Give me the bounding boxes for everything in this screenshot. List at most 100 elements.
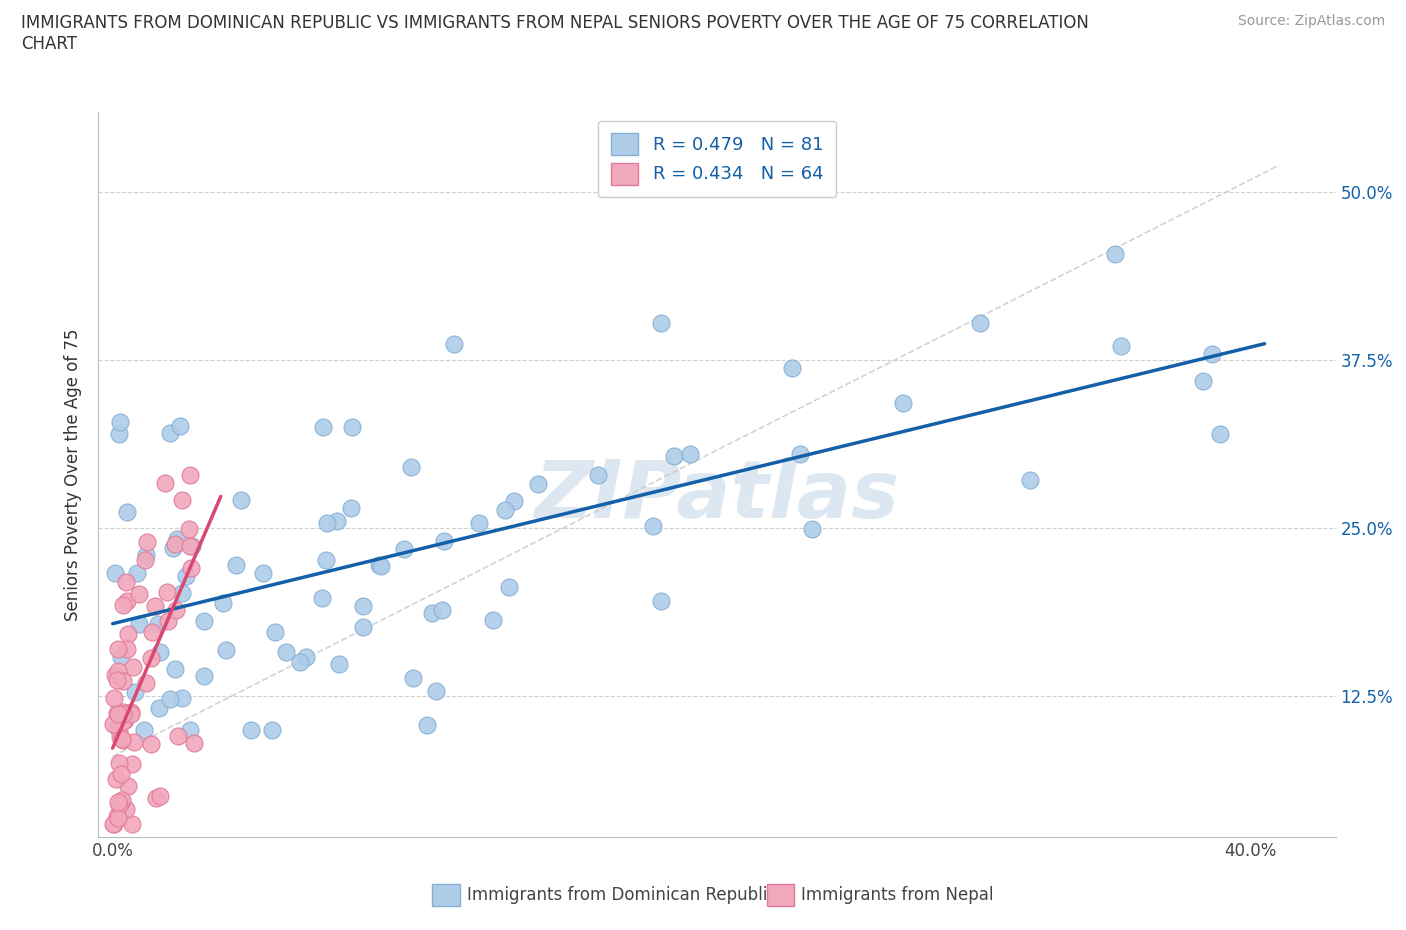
Point bbox=[420, 605, 443, 620]
Point bbox=[103, 691, 125, 706]
Point bbox=[263, 625, 285, 640]
Point bbox=[288, 655, 311, 670]
Point bbox=[111, 707, 134, 722]
Point bbox=[120, 705, 142, 720]
Point bbox=[108, 427, 131, 442]
Point bbox=[107, 642, 129, 657]
Point bbox=[165, 603, 187, 618]
Text: Immigrants from Nepal: Immigrants from Nepal bbox=[801, 886, 994, 904]
Point bbox=[128, 587, 150, 602]
Point bbox=[370, 558, 392, 573]
Point bbox=[311, 591, 333, 605]
Point bbox=[166, 728, 188, 743]
Point bbox=[643, 518, 665, 533]
Point bbox=[162, 540, 184, 555]
Point bbox=[156, 585, 179, 600]
Point bbox=[141, 737, 163, 751]
Point bbox=[165, 537, 187, 551]
Point bbox=[527, 476, 550, 491]
Point bbox=[494, 502, 516, 517]
Point bbox=[425, 684, 447, 698]
Text: CHART: CHART bbox=[21, 35, 77, 53]
Point bbox=[135, 675, 157, 690]
Point bbox=[183, 736, 205, 751]
Point bbox=[392, 541, 415, 556]
Legend: R = 0.479   N = 81, R = 0.434   N = 64: R = 0.479 N = 81, R = 0.434 N = 64 bbox=[599, 121, 835, 197]
Point bbox=[252, 565, 274, 580]
Point bbox=[170, 690, 193, 705]
Point bbox=[1201, 347, 1223, 362]
Point bbox=[443, 337, 465, 352]
Point bbox=[134, 552, 156, 567]
Point bbox=[159, 425, 181, 440]
Point bbox=[105, 808, 128, 823]
Point bbox=[149, 644, 172, 659]
Point bbox=[662, 448, 685, 463]
Point bbox=[800, 522, 823, 537]
Point bbox=[170, 585, 193, 600]
Point bbox=[969, 315, 991, 330]
Point bbox=[104, 668, 127, 683]
Point bbox=[789, 447, 811, 462]
Point bbox=[121, 660, 143, 675]
Point bbox=[352, 619, 374, 634]
Point bbox=[120, 707, 142, 722]
Point bbox=[112, 713, 135, 728]
Point bbox=[891, 395, 914, 410]
Point bbox=[780, 361, 803, 376]
Point bbox=[107, 664, 129, 679]
Point bbox=[180, 561, 202, 576]
Point bbox=[1019, 472, 1042, 487]
Point bbox=[107, 707, 129, 722]
Point bbox=[215, 643, 238, 658]
Point bbox=[1192, 374, 1215, 389]
Point bbox=[432, 534, 454, 549]
Point bbox=[103, 817, 125, 831]
Point bbox=[107, 720, 129, 735]
Point bbox=[239, 722, 262, 737]
Point bbox=[121, 817, 143, 831]
Point bbox=[399, 460, 422, 475]
Point bbox=[352, 599, 374, 614]
Point bbox=[141, 624, 163, 639]
Point bbox=[481, 612, 503, 627]
Point bbox=[111, 673, 134, 688]
Point bbox=[146, 617, 169, 631]
Text: ZIPatlas: ZIPatlas bbox=[534, 457, 900, 535]
Point bbox=[340, 419, 363, 434]
Point bbox=[211, 596, 233, 611]
Point bbox=[104, 771, 127, 786]
FancyBboxPatch shape bbox=[766, 884, 794, 906]
Point bbox=[117, 778, 139, 793]
Point bbox=[114, 712, 136, 727]
Point bbox=[498, 579, 520, 594]
Point bbox=[177, 521, 200, 536]
Point bbox=[107, 798, 129, 813]
Point bbox=[179, 722, 201, 737]
Point bbox=[107, 811, 129, 826]
Point bbox=[468, 515, 491, 530]
FancyBboxPatch shape bbox=[433, 884, 460, 906]
Point bbox=[193, 614, 215, 629]
Point bbox=[110, 767, 132, 782]
Point bbox=[274, 644, 297, 659]
Point bbox=[112, 598, 135, 613]
Point bbox=[179, 538, 201, 553]
Point bbox=[326, 514, 349, 529]
Point bbox=[149, 789, 172, 804]
Point bbox=[110, 792, 132, 807]
Text: Source: ZipAtlas.com: Source: ZipAtlas.com bbox=[1237, 14, 1385, 28]
Point bbox=[145, 790, 167, 805]
Point bbox=[229, 493, 252, 508]
Point bbox=[115, 575, 138, 590]
Point bbox=[139, 651, 162, 666]
Point bbox=[312, 419, 335, 434]
Text: Immigrants from Dominican Republic: Immigrants from Dominican Republic bbox=[467, 886, 776, 904]
Point bbox=[170, 492, 193, 507]
Point bbox=[104, 565, 127, 580]
Point bbox=[179, 467, 201, 482]
Point bbox=[121, 757, 143, 772]
Point bbox=[110, 794, 132, 809]
Point bbox=[128, 617, 150, 631]
Point bbox=[159, 691, 181, 706]
